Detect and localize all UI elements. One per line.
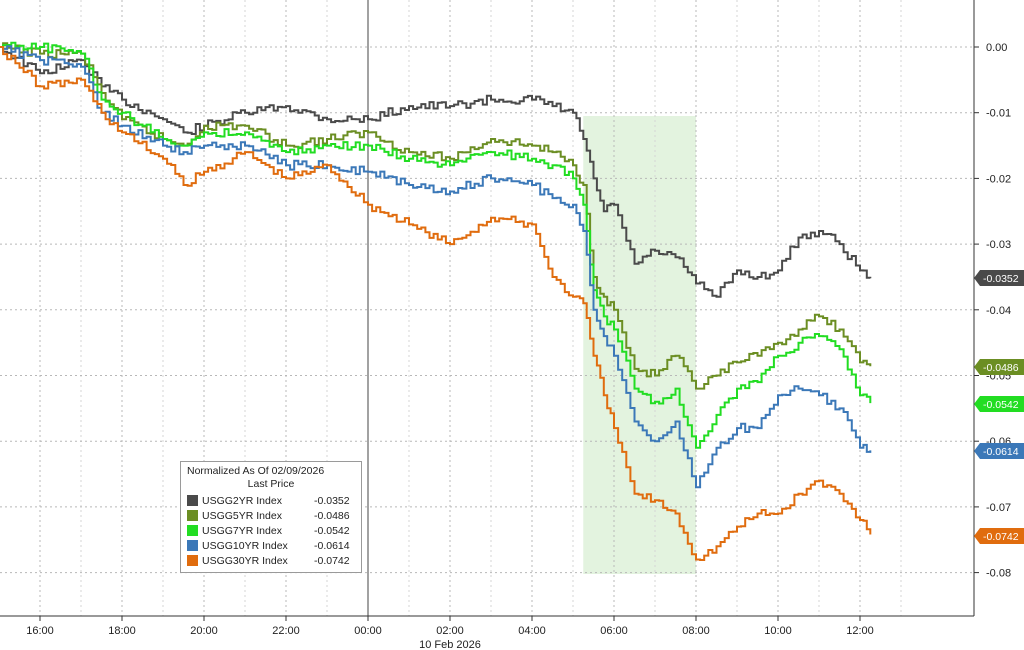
legend-series-value: -0.0352: [314, 494, 350, 507]
legend-series-value: -0.0542: [314, 524, 350, 537]
legend-swatch: [187, 540, 198, 551]
last-value-tag: -0.0614: [974, 443, 1024, 459]
tag-bg: [974, 359, 1024, 375]
legend-title: Normalized As Of 02/09/2026: [187, 465, 325, 477]
legend-series-value: -0.0742: [314, 554, 350, 567]
x-tick-label: 04:00: [518, 625, 546, 637]
highlight-band: [583, 116, 696, 574]
x-tick-label: 22:00: [272, 625, 300, 637]
tag-value: -0.0542: [983, 399, 1019, 411]
last-value-tag: -0.0742: [974, 528, 1024, 544]
series-line-usgg7yr: [0, 41, 872, 449]
x-tick-label: 18:00: [108, 625, 136, 637]
tag-bg: [974, 443, 1024, 459]
tag-value: -0.0614: [983, 446, 1019, 458]
legend-item: USGG2YR Index -0.0352: [187, 493, 355, 508]
x-tick-label: 02:00: [436, 625, 464, 637]
tag-bg: [974, 270, 1024, 286]
series-line-usgg5yr: [0, 42, 872, 390]
legend-item: USGG7YR Index -0.0542: [187, 523, 355, 538]
x-tick-label: 10:00: [764, 625, 792, 637]
legend-swatch: [187, 495, 198, 506]
x-tick-label: 08:00: [682, 625, 710, 637]
highlight-rect: [583, 116, 696, 574]
tag-value: -0.0742: [983, 531, 1019, 543]
x-tick-label: 06:00: [600, 625, 628, 637]
legend-series-name: USGG30YR Index: [202, 554, 288, 567]
legend-series-name: USGG10YR Index: [202, 539, 288, 552]
legend-item: USGG10YR Index -0.0614: [187, 538, 355, 553]
y-axis-panel: [975, 0, 1024, 650]
tag-value: -0.0486: [983, 362, 1019, 374]
legend-swatch: [187, 510, 198, 521]
legend-item: USGG30YR Index -0.0742: [187, 553, 355, 568]
legend: Normalized As Of 02/09/2026 Last Price U…: [180, 461, 362, 573]
x-date-label: 10 Feb 2026: [419, 639, 481, 650]
plot-area: [0, 0, 974, 616]
series-line-usgg30yr: [0, 46, 872, 561]
last-value-tag: -0.0542: [974, 396, 1024, 412]
tag-value: -0.0352: [983, 273, 1019, 285]
tag-bg: [974, 528, 1024, 544]
series-line-usgg10yr: [0, 45, 872, 489]
series-lines: [0, 41, 872, 561]
x-tick-label: 12:00: [846, 625, 874, 637]
legend-series-value: -0.0486: [314, 509, 350, 522]
last-value-tags: -0.0352 -0.0486 -0.0542 -0.0614 -0.0742: [974, 270, 1024, 544]
legend-item: USGG5YR Index -0.0486: [187, 508, 355, 523]
x-tick-label: 16:00: [26, 625, 54, 637]
y-tick-label: -0.07: [986, 502, 1011, 514]
last-value-tag: -0.0486: [974, 359, 1024, 375]
tag-bg: [974, 396, 1024, 412]
legend-swatch: [187, 555, 198, 566]
plot-background: [0, 0, 974, 616]
legend-series-value: -0.0614: [314, 539, 350, 552]
legend-series-name: USGG2YR Index: [202, 494, 282, 507]
legend-swatch: [187, 525, 198, 536]
last-value-tag: -0.0352: [974, 270, 1024, 286]
y-tick-label: -0.01: [986, 108, 1011, 120]
series-line-usgg2yr: [0, 46, 872, 298]
y-tick-label: -0.03: [986, 239, 1011, 251]
x-axis-ticks: 16:00 18:00 20:00 22:00 00:00 02:00 04:00 06:00…: [26, 616, 874, 650]
grid: [0, 0, 974, 616]
x-axis-panel: [0, 617, 1024, 650]
y-tick-label: -0.04: [986, 305, 1011, 317]
legend-rows: USGG2YR Index -0.0352 USGG5YR Index -0.0486…: [187, 493, 355, 568]
y-tick-label: -0.02: [986, 173, 1011, 185]
x-tick-label: 20:00: [190, 625, 218, 637]
y-tick-label: -0.08: [986, 568, 1011, 580]
legend-series-name: USGG5YR Index: [202, 509, 282, 522]
y-tick-label: 0.00: [986, 42, 1007, 54]
legend-subtitle: Last Price: [247, 478, 295, 490]
x-tick-label: 00:00: [354, 625, 382, 637]
y-axis-ticks: 0.00-0.01-0.02-0.03-0.04-0.05-0.06-0.07-…: [974, 42, 1011, 580]
legend-series-name: USGG7YR Index: [202, 524, 282, 537]
